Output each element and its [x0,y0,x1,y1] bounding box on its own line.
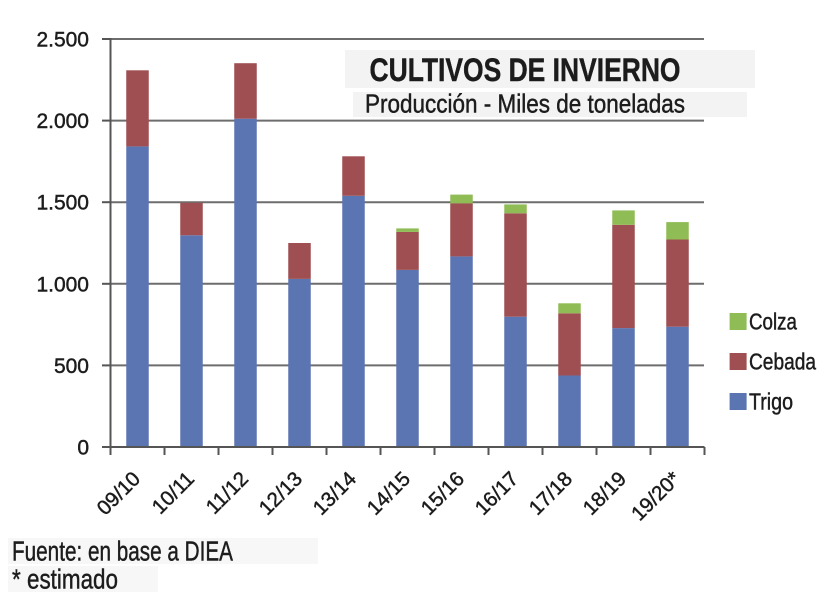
svg-text:500: 500 [54,355,89,378]
svg-text:1.500: 1.500 [36,192,89,215]
svg-text:2.500: 2.500 [36,29,89,52]
svg-text:Colza: Colza [749,309,797,335]
svg-text:Producción - Miles de tonelada: Producción - Miles de toneladas [365,88,685,118]
svg-text:1.000: 1.000 [36,273,89,296]
svg-text:Cebada: Cebada [749,349,816,375]
svg-text:2.000: 2.000 [36,110,89,133]
svg-text:Trigo: Trigo [749,389,793,415]
svg-text:0: 0 [77,437,89,460]
svg-text:* estimado: * estimado [12,564,118,595]
svg-text:CULTIVOS DE INVIERNO: CULTIVOS DE INVIERNO [370,52,681,88]
svg-text:Fuente: en base a DIEA: Fuente: en base a DIEA [12,536,233,567]
